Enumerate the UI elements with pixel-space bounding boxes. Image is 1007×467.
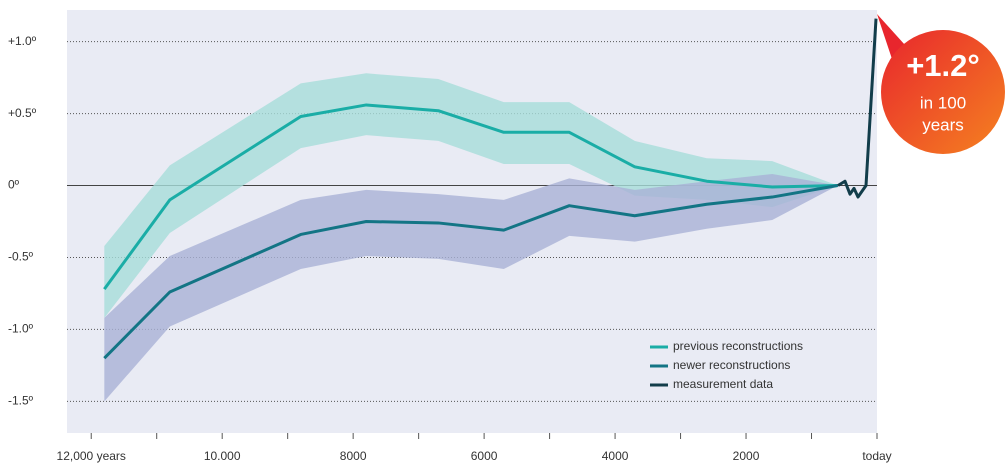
uncertainty-band [104, 73, 838, 318]
x-tick-label: 6000 [471, 449, 498, 463]
y-tick-label: -1.5º [8, 394, 34, 408]
x-tick-label: 10.000 [204, 449, 241, 463]
series-line [103, 184, 838, 360]
series-line [103, 103, 838, 291]
x-tick-label: 2000 [733, 449, 760, 463]
x-tick-label: 8000 [340, 449, 367, 463]
legend-label: newer reconstructions [673, 358, 790, 372]
legend-label: previous reconstructions [673, 339, 803, 353]
callout-text: years [922, 115, 964, 134]
y-tick-label: 0º [8, 178, 20, 192]
series-line [837, 18, 878, 199]
callout-value: +1.2° [906, 48, 980, 83]
y-tick-label: +1.0º [8, 34, 37, 48]
callout-text: in 100 [920, 93, 966, 112]
y-tick-label: -1.0º [8, 322, 34, 336]
y-tick-label: +0.5º [8, 106, 37, 120]
legend-label: measurement data [673, 377, 773, 391]
callout-bubble [881, 30, 1005, 154]
x-tick-label: 12,000 years [57, 449, 126, 463]
uncertainty-band [104, 174, 838, 402]
y-tick-label: -0.5º [8, 250, 34, 264]
x-tick-label: today [862, 449, 891, 463]
x-tick-label: 4000 [602, 449, 629, 463]
